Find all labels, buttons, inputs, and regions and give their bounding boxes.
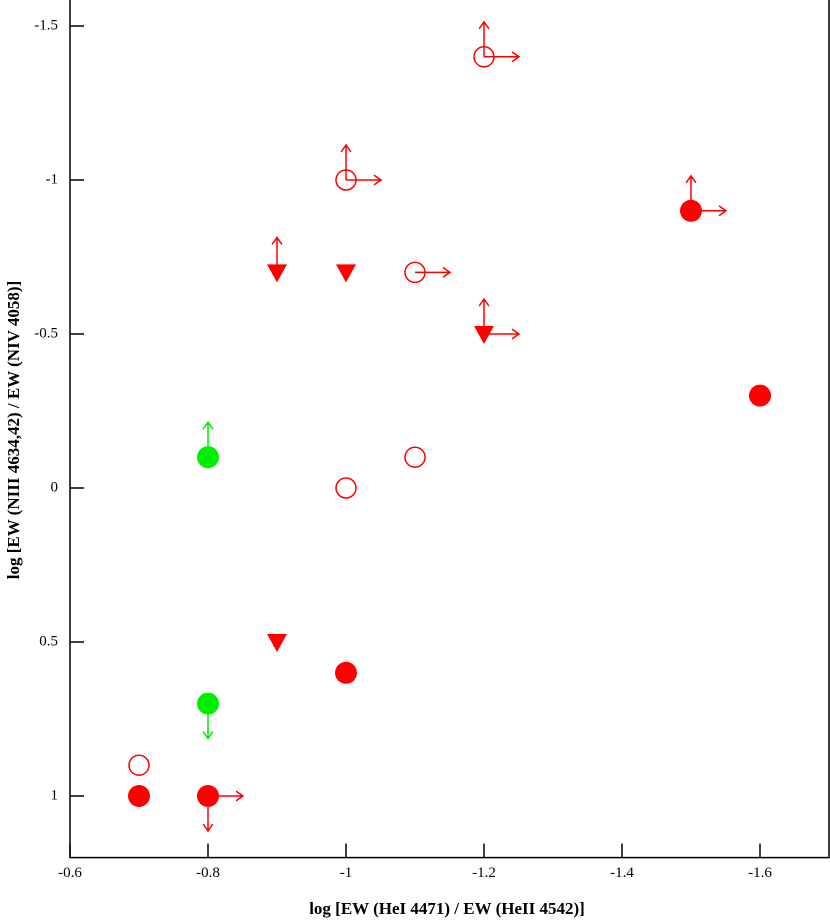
x-axis-label: log [EW (HeI 4471) / EW (HeII 4542)] (309, 899, 585, 918)
y-tick-label: 1 (51, 787, 59, 803)
y-tick-label: 0 (51, 479, 59, 495)
point (128, 754, 150, 776)
plot-frame (69, 0, 830, 859)
point (335, 169, 357, 191)
point (404, 446, 426, 468)
limit-arrow (415, 266, 452, 278)
y-tick-label: -0.5 (34, 325, 58, 341)
point (197, 785, 219, 807)
x-tick-label: -0.6 (58, 865, 82, 881)
point (749, 384, 771, 407)
limit-arrow (484, 328, 521, 340)
x-tick-label: -0.8 (196, 865, 220, 881)
y-tick-label: 0.5 (39, 633, 58, 649)
point (335, 661, 357, 684)
point (473, 46, 495, 68)
point (474, 326, 494, 344)
limit-arrow (478, 20, 490, 57)
point (336, 264, 356, 283)
point (197, 446, 219, 469)
limit-arrow (346, 174, 383, 186)
x-tick-label: -1 (340, 865, 353, 881)
point (197, 692, 219, 715)
point (404, 261, 426, 284)
limit-arrow (484, 51, 521, 63)
point (267, 634, 287, 652)
x-tick-label: -1.6 (748, 865, 772, 881)
y-tick-label: -1 (46, 171, 59, 187)
y-axis-label: log [EW (NIII 4634,42) / EW (NIV 4058)] (4, 281, 23, 579)
x-tick-label: -1.4 (610, 865, 634, 881)
limit-arrow (340, 143, 352, 180)
point (335, 477, 357, 499)
y-tick-label: -1.5 (34, 17, 58, 33)
point (680, 199, 702, 222)
point (128, 785, 150, 807)
x-tick-label: -1.2 (472, 865, 496, 881)
point (267, 264, 287, 283)
